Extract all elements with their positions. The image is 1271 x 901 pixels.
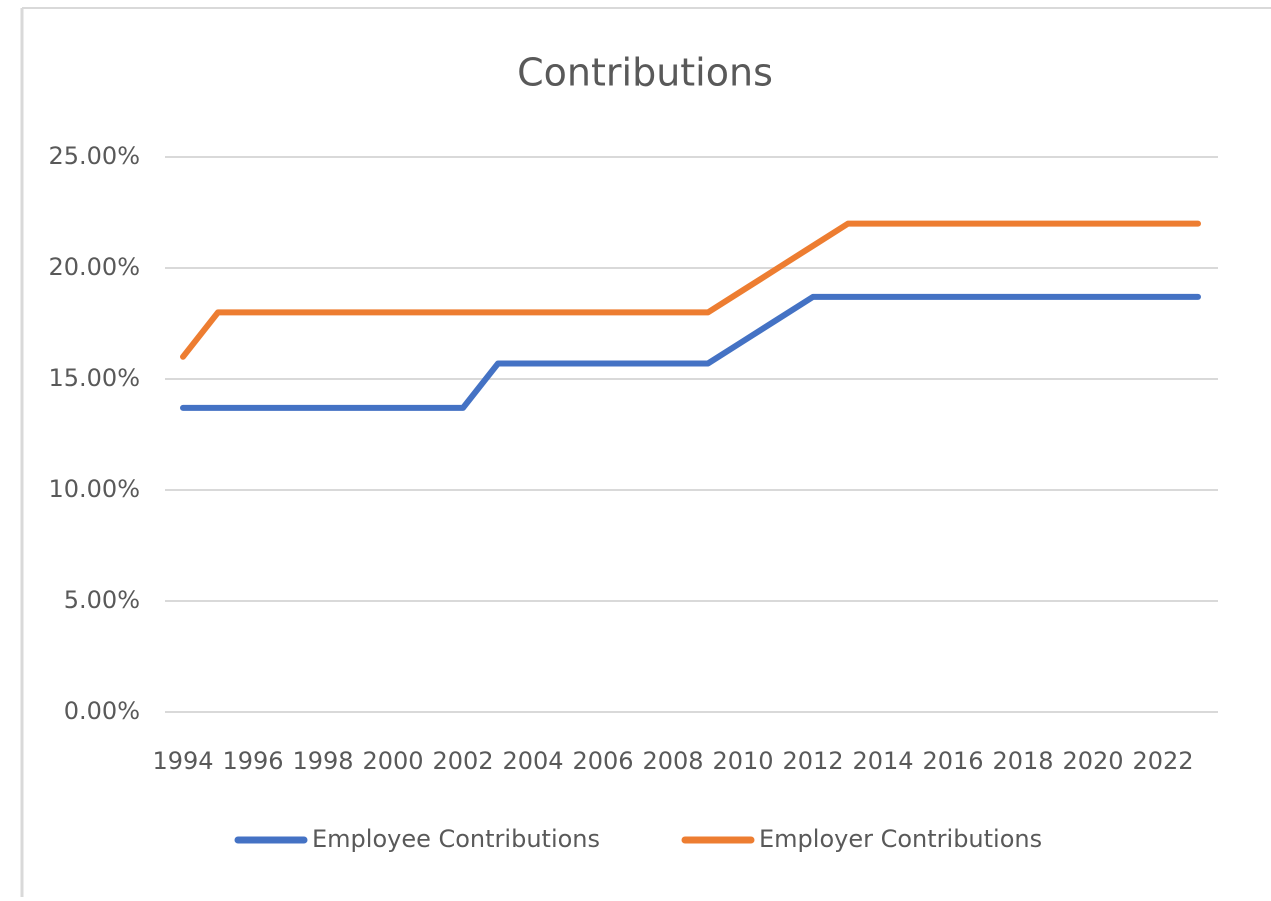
- x-tick-label: 2016: [922, 747, 983, 775]
- x-tick-label: 1994: [152, 747, 213, 775]
- x-tick-label: 2018: [992, 747, 1053, 775]
- x-tick-label: 2008: [642, 747, 703, 775]
- series-line: [180, 293, 1201, 411]
- x-tick-label: 2004: [502, 747, 563, 775]
- x-tick-label: 2006: [572, 747, 633, 775]
- y-tick-label: 20.00%: [48, 253, 140, 281]
- x-tick-label: 2000: [362, 747, 423, 775]
- x-tick-label: 2002: [432, 747, 493, 775]
- y-tick-label: 0.00%: [64, 697, 140, 725]
- y-tick-label: 5.00%: [64, 586, 140, 614]
- x-tick-label: 2020: [1062, 747, 1123, 775]
- x-tick-label: 1996: [222, 747, 283, 775]
- legend-label: Employee Contributions: [312, 825, 600, 853]
- chart-title: Contributions: [517, 51, 773, 95]
- y-tick-label: 10.00%: [48, 475, 140, 503]
- x-tick-label: 2012: [782, 747, 843, 775]
- legend-label: Employer Contributions: [759, 825, 1042, 853]
- y-tick-label: 15.00%: [48, 364, 140, 392]
- y-tick-label: 25.00%: [48, 142, 140, 170]
- x-tick-label: 2010: [712, 747, 773, 775]
- x-tick-label: 2022: [1132, 747, 1193, 775]
- x-tick-label: 2014: [852, 747, 913, 775]
- x-tick-label: 1998: [292, 747, 353, 775]
- series-line: [180, 220, 1201, 360]
